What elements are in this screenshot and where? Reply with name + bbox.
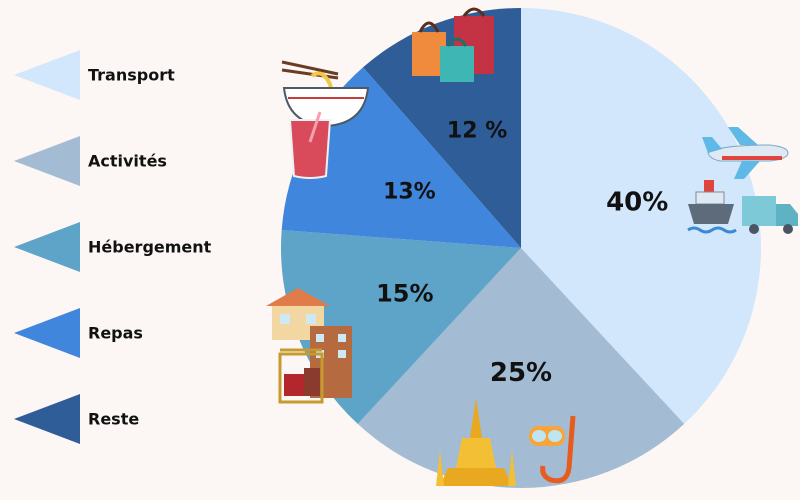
smoothie-icon <box>288 111 332 179</box>
legend-swatch <box>14 136 80 186</box>
legend-swatch <box>14 308 80 358</box>
legend-item-repas: Repas <box>14 308 143 358</box>
legend-swatch <box>14 50 80 100</box>
legend-item-reste: Reste <box>14 394 139 444</box>
legend-label: Transport <box>88 66 175 85</box>
legend-swatch <box>14 222 80 272</box>
legend-label: Hébergement <box>88 238 212 257</box>
pie-slices <box>280 7 761 488</box>
slice-value-label-transport: 40% <box>606 187 668 217</box>
slice-value-label-repas: 13% <box>383 180 436 205</box>
slice-value-label-reste: 12 % <box>447 119 507 144</box>
legend-label: Repas <box>88 324 143 343</box>
slice-value-label-hebergement: 15% <box>376 280 433 308</box>
shopping-bags-icon <box>412 7 494 82</box>
airplane-icon <box>702 127 789 179</box>
luggage-cart-icon <box>278 348 324 404</box>
noodle-bowl-icon <box>281 60 370 128</box>
legend-item-transport: Transport <box>14 50 175 100</box>
legend-label: Reste <box>88 410 139 429</box>
ship-icon <box>687 180 737 234</box>
temple-icon <box>436 398 516 486</box>
legend-swatch <box>14 394 80 444</box>
legend-item-activites: Activités <box>14 136 167 186</box>
pie-slice-activites <box>357 248 685 488</box>
pie-slice-transport <box>521 8 761 424</box>
pie-slice-labels: 40% 25% 15% 13% 12 % <box>376 119 668 388</box>
legend-item-hebergement: Hébergement <box>14 222 212 272</box>
truck-icon <box>742 196 798 234</box>
slice-value-label-activites: 25% <box>490 358 552 388</box>
legend-label: Activités <box>88 152 167 171</box>
legend: Transport Activités Hébergement Repas Reste <box>14 50 212 444</box>
snorkel-mask-icon <box>529 415 576 484</box>
